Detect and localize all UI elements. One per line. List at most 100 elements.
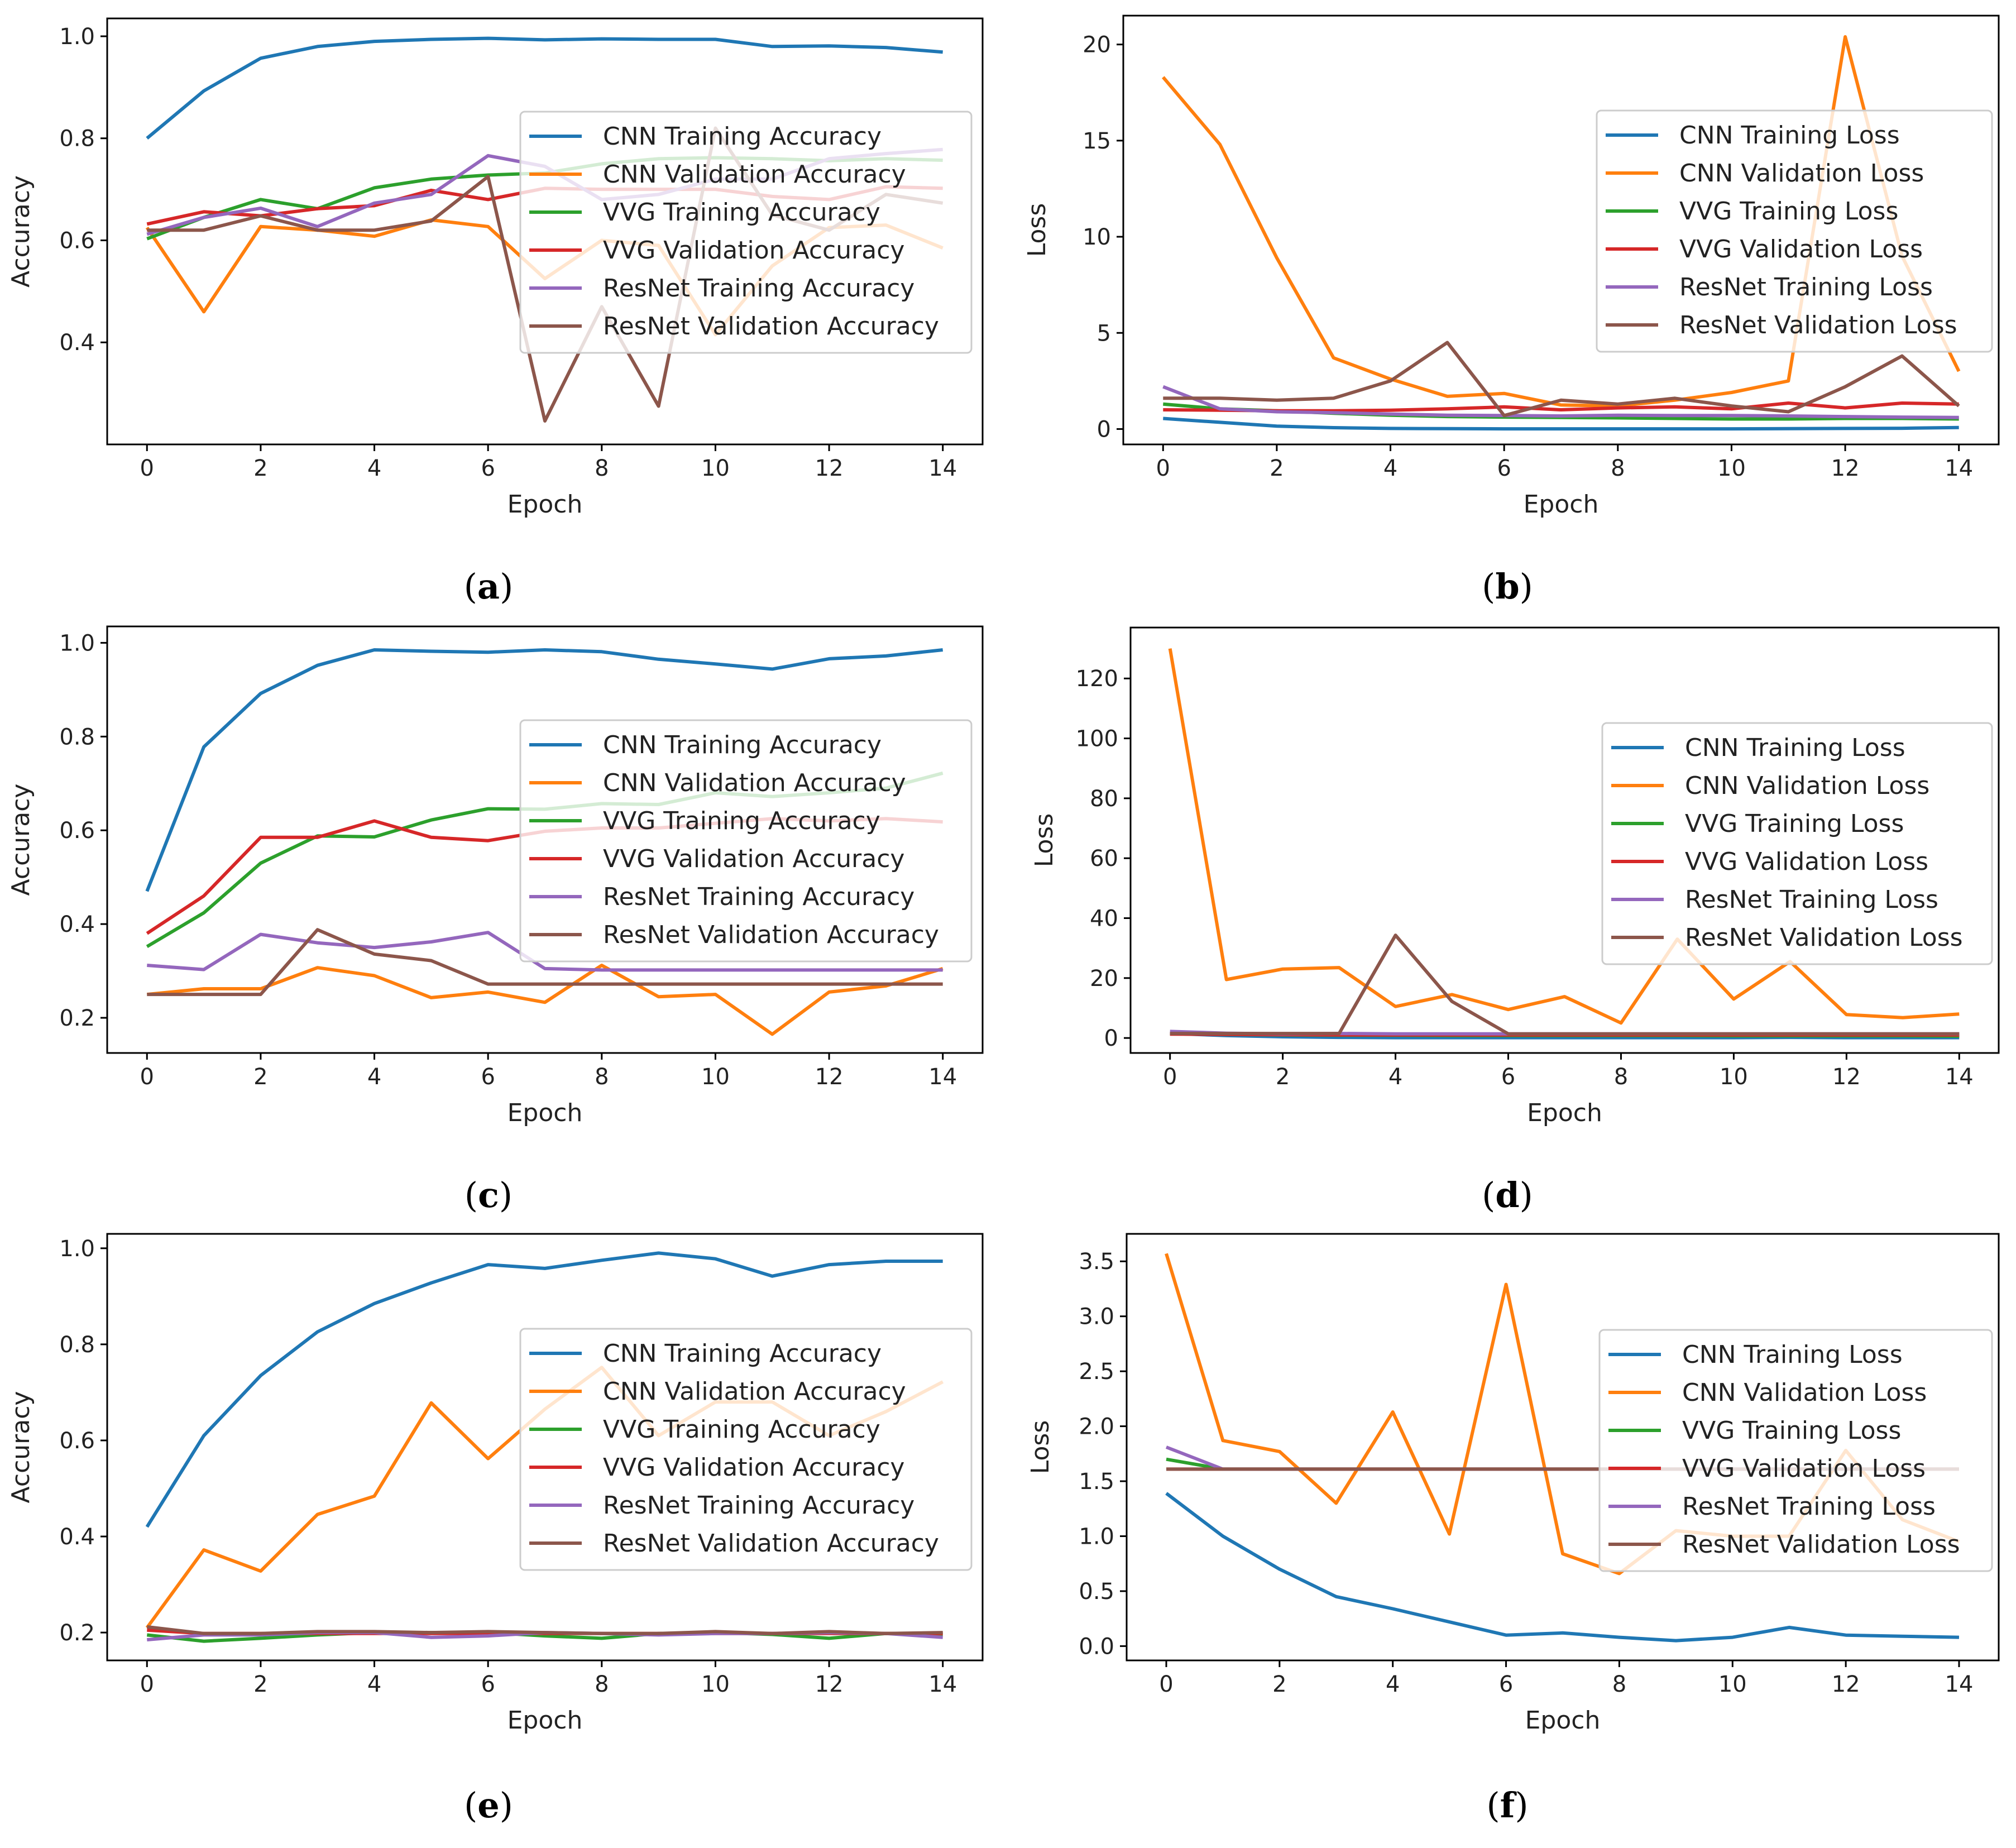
x-tick-label: 14 [1945, 1064, 1974, 1090]
y-axis-label: Accuracy [7, 784, 35, 896]
y-tick-label: 20 [1090, 966, 1118, 992]
x-tick-label: 10 [701, 1064, 730, 1090]
legend-entry: VVG Validation Accuracy [603, 845, 904, 873]
x-tick-label: 2 [253, 1064, 267, 1090]
legend: CNN Training Loss CNN Validation Loss VVG … [1596, 109, 1993, 353]
series-line-vvg-training [146, 1631, 943, 1643]
y-tick-label: 3.0 [1079, 1304, 1114, 1330]
legend-entry: VVG Training Loss [1685, 810, 1904, 838]
panel-caption-letter: f [1500, 1785, 1517, 1826]
y-axis-label: Accuracy [7, 175, 35, 288]
series-line-cnn-training [1163, 416, 1959, 431]
panel-caption-letter: a [477, 566, 500, 607]
y-axis-label: Loss [1026, 1420, 1055, 1474]
y-tick-label: 1.0 [59, 630, 95, 656]
x-tick-label: 0 [140, 456, 154, 481]
legend-entry: ResNet Validation Loss [1679, 311, 1957, 339]
legend-entry: CNN Validation Loss [1679, 159, 1924, 188]
legend-entry: VVG Validation Loss [1685, 848, 1928, 876]
x-tick-label: 12 [815, 1672, 844, 1697]
x-tick-label: 12 [1832, 1064, 1861, 1090]
legend-entry: ResNet Training Accuracy [603, 1491, 914, 1520]
x-tick-label: 10 [1720, 1064, 1748, 1090]
panel-caption: (b) [1482, 566, 1533, 607]
y-tick-label: 15 [1083, 128, 1111, 154]
panel-caption-letter: b [1495, 566, 1519, 607]
x-tick-label: 8 [1611, 456, 1625, 481]
legend-box [519, 111, 973, 354]
y-tick-label: 40 [1090, 906, 1118, 932]
series-line-cnn-validation [1168, 648, 1960, 1025]
legend-entry: ResNet Training Loss [1682, 1492, 1936, 1521]
x-tick-label: 8 [1612, 1672, 1626, 1697]
x-axis-label: Epoch [1527, 1099, 1602, 1127]
x-tick-label: 12 [1832, 1672, 1860, 1697]
x-tick-label: 4 [367, 1672, 381, 1697]
legend: CNN Training Accuracy CNN Validation Accu… [519, 719, 973, 963]
x-tick-label: 6 [1497, 456, 1511, 481]
x-tick-label: 4 [367, 1064, 381, 1090]
x-tick-label: 12 [815, 456, 844, 481]
plot-frame [106, 625, 984, 1054]
x-tick-label: 4 [1383, 456, 1397, 481]
legend-entry: VVG Training Accuracy [603, 198, 880, 227]
x-tick-label: 2 [1276, 1064, 1290, 1090]
x-axis-label: Epoch [507, 1099, 583, 1127]
y-tick-label: 2.0 [1079, 1414, 1114, 1440]
chart-panel-f: 0 2 4 6 8 10 12 14 0.0 0.5 1.0 1.5 2.0 2.5 3.0 3.5 Epoch… [1026, 1233, 2000, 1826]
y-tick-label: 1.5 [1079, 1469, 1114, 1495]
chart-panel-e: 0 2 4 6 8 10 12 14 0.2 0.4 0.6 0.8 1.0 Epoch Accuracy C… [7, 1233, 984, 1826]
legend-entry: ResNet Validation Accuracy [603, 312, 939, 341]
legend-entry: ResNet Training Accuracy [603, 274, 914, 303]
y-tick-label: 100 [1076, 726, 1118, 752]
x-tick-label: 12 [1831, 456, 1860, 481]
x-tick-label: 10 [701, 456, 730, 481]
x-axis-label: Epoch [1524, 490, 1599, 519]
x-tick-label: 6 [481, 1672, 495, 1697]
series-line-resnet-training [147, 931, 943, 972]
legend-entry: VVG Training Loss [1682, 1416, 1901, 1445]
legend-box [1598, 1329, 1993, 1572]
y-tick-label: 120 [1076, 666, 1118, 692]
x-tick-label: 10 [701, 1672, 730, 1697]
y-tick-label: 80 [1090, 786, 1118, 812]
legend-entry: CNN Training Accuracy [603, 122, 882, 151]
panel-caption-letter: c [478, 1175, 499, 1215]
x-tick-label: 6 [1501, 1064, 1515, 1090]
x-tick-label: 10 [1717, 456, 1746, 481]
x-tick-label: 4 [1386, 1672, 1400, 1697]
legend-entry: CNN Training Loss [1685, 734, 1905, 762]
x-tick-label: 2 [253, 456, 267, 481]
y-tick-label: 0.6 [59, 1428, 95, 1454]
x-tick-label: 14 [1945, 456, 1973, 481]
series-group [1168, 648, 1960, 1040]
x-tick-label: 10 [1718, 1672, 1747, 1697]
legend-entry: VVG Training Accuracy [603, 807, 880, 835]
x-tick-label: 8 [595, 1064, 609, 1090]
x-axis-label: Epoch [507, 490, 583, 519]
series-line-cnn-training [145, 648, 944, 892]
legend-box [519, 1328, 973, 1571]
panel-caption: (f) [1486, 1785, 1528, 1826]
legend-entry: CNN Training Accuracy [603, 1339, 882, 1368]
x-tick-label: 8 [595, 1672, 609, 1697]
y-tick-label: 0.6 [59, 228, 95, 253]
x-tick-label: 4 [1388, 1064, 1402, 1090]
series-line-cnn-training [146, 36, 943, 140]
x-tick-label: 4 [367, 456, 381, 481]
series-line-resnet-validation [1170, 933, 1960, 1036]
plot-frame [1129, 626, 2000, 1054]
series-line-resnet-validation [146, 1625, 943, 1635]
legend-entry: VVG Validation Loss [1682, 1454, 1926, 1483]
y-tick-label: 1.0 [1079, 1524, 1114, 1549]
series-line-cnn-training [145, 1251, 943, 1528]
y-tick-label: 20 [1083, 32, 1111, 58]
y-tick-label: 0.2 [59, 1006, 95, 1031]
legend-entry: CNN Validation Accuracy [603, 1377, 906, 1406]
legend-entry: ResNet Training Accuracy [603, 883, 914, 911]
panel-caption: (e) [464, 1785, 513, 1826]
y-tick-label: 0 [1104, 1026, 1118, 1051]
chart-panel-d: 0 2 4 6 8 10 12 14 0 20 40 60 80 100 120 Epoch Loss CNN T… [1030, 626, 2000, 1215]
x-axis-label: Epoch [1525, 1706, 1601, 1735]
